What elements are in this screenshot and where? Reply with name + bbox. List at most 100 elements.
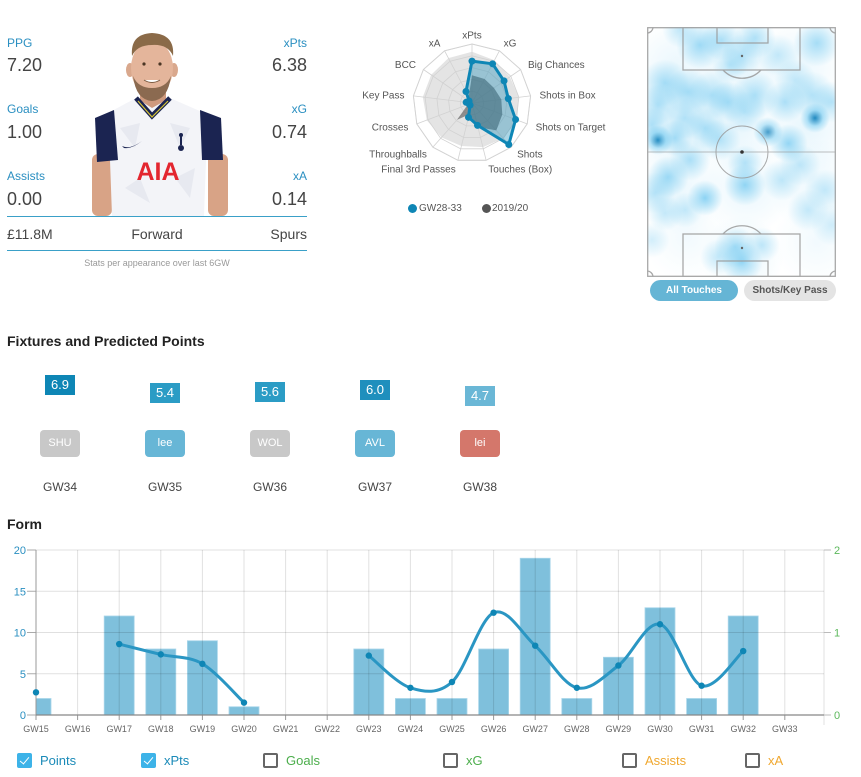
player-price: £11.8M (7, 226, 53, 242)
points-bar[interactable] (21, 698, 52, 716)
x-axis-label: GW23 (356, 724, 382, 734)
checkbox-xpts[interactable] (141, 753, 156, 768)
legend-label-gw28-33[interactable]: GW28-33 (419, 203, 462, 214)
x-axis-label: GW17 (106, 724, 132, 734)
points-bar[interactable] (561, 698, 593, 716)
checkbox-assists[interactable] (622, 753, 637, 768)
points-bar[interactable] (686, 698, 717, 716)
stat-label-goals: Goals (7, 102, 39, 116)
legend-label-xg: xG (466, 753, 483, 768)
legend-toggle-points[interactable]: Points (17, 752, 76, 769)
checkbox-xg[interactable] (443, 753, 458, 768)
xpts-point[interactable] (32, 689, 40, 696)
radar-spoke (413, 95, 473, 104)
legend-toggle-goals[interactable]: Goals (263, 752, 320, 769)
xpts-point[interactable] (490, 609, 497, 616)
xpts-point[interactable] (157, 651, 164, 658)
opponent-badge[interactable]: lee (145, 430, 185, 457)
radar-axis-label: Big Chances (528, 60, 585, 71)
legend-label-xpts: xPts (164, 753, 190, 768)
form-title: Form (7, 516, 42, 532)
radar-point[interactable] (504, 95, 512, 103)
radar-spoke (423, 69, 473, 104)
x-axis-label: GW15 (23, 724, 49, 734)
opponent-badge[interactable]: AVL (355, 430, 395, 457)
xpts-point[interactable] (116, 640, 123, 648)
shots-key-pass-button[interactable]: Shots/Key Pass (744, 280, 836, 301)
stat-value-xg: 0.74 (271, 122, 307, 142)
points-bar[interactable] (353, 648, 385, 715)
points-bar[interactable] (103, 615, 135, 715)
radar-series-2019-20 (457, 75, 503, 131)
points-bar[interactable] (145, 648, 177, 715)
xpts-point[interactable] (199, 660, 206, 668)
all-touches-button[interactable]: All Touches (650, 280, 738, 301)
points-bar[interactable] (436, 698, 468, 716)
stat-value-assists: 0.00 (7, 189, 43, 209)
fixture-gameweek: GW38 (462, 480, 497, 494)
radar-axis-label: xPts (462, 31, 481, 42)
radar-point[interactable] (464, 113, 472, 121)
stat-label-ppg: PPG (7, 36, 33, 50)
radar-axis-label: xG (504, 38, 517, 49)
points-bar[interactable] (478, 648, 510, 715)
fixture-gameweek: GW36 (252, 480, 287, 494)
stat-value-xpts: 6.38 (271, 55, 307, 75)
xpts-point[interactable] (240, 699, 248, 706)
y-axis-label: 5 (20, 669, 26, 681)
radar-point[interactable] (505, 141, 513, 149)
radar-point[interactable] (462, 88, 470, 96)
opponent-badge[interactable]: SHU (40, 430, 80, 457)
points-bar[interactable] (186, 640, 218, 715)
legend-toggle-xpts[interactable]: xPts (141, 752, 189, 769)
x-axis-label: GW33 (772, 724, 798, 734)
fixture-gameweek: GW35 (147, 480, 182, 494)
legend-toggle-xg[interactable]: xG (443, 752, 483, 769)
points-bar[interactable] (394, 698, 426, 716)
radar-axis-label: Throughballs (369, 149, 427, 160)
xpts-point[interactable] (573, 684, 580, 691)
radar-point[interactable] (489, 60, 497, 68)
radar-point[interactable] (465, 97, 473, 105)
x-axis-label: GW30 (647, 724, 673, 734)
stat-value-goals: 1.00 (7, 122, 43, 142)
xpts-point[interactable] (656, 621, 664, 628)
radar-axis-label: Shots on Target (536, 123, 606, 134)
grid (27, 549, 825, 725)
radar-point[interactable] (468, 57, 476, 65)
xpts-point[interactable] (615, 662, 622, 669)
y-axis-label: 15 (14, 586, 26, 598)
legend-toggle-xa[interactable]: xA (745, 752, 783, 769)
checkbox-xa[interactable] (745, 753, 760, 768)
points-bar[interactable] (727, 615, 759, 715)
xpts-line (117, 642, 246, 705)
legend-label-goals: Goals (286, 753, 320, 768)
xpts-point[interactable] (448, 678, 456, 686)
x-axis-label: GW24 (398, 724, 424, 734)
opponent-badge[interactable]: WOL (250, 430, 290, 457)
xpts-point[interactable] (740, 647, 747, 655)
radar-point[interactable] (512, 116, 520, 124)
radar-point[interactable] (500, 77, 508, 85)
checkbox-goals[interactable] (263, 753, 278, 768)
xpts-point[interactable] (365, 652, 372, 659)
checkbox-points[interactable] (17, 753, 32, 768)
legend-toggle-assists[interactable]: Assists (622, 752, 686, 769)
radar-chart: xPts xG Big Chances Shots in Box Shots on Ta… (362, 31, 606, 176)
xpts-point[interactable] (407, 684, 414, 691)
nike-logo-icon (122, 141, 142, 149)
legend-label-xa: xA (768, 753, 784, 768)
opponent-badge[interactable]: lei (460, 430, 500, 457)
club-crest-icon (178, 133, 184, 151)
radar-axis-label: Touches (Box) (488, 165, 552, 176)
points-bar[interactable] (228, 706, 260, 715)
legend-label-2019-20[interactable]: 2019/20 (492, 203, 529, 214)
xpts-point[interactable] (532, 642, 539, 649)
x-axis-label: GW28 (564, 724, 590, 734)
fixture-gameweek: GW37 (357, 480, 392, 494)
x-axis-label: GW22 (314, 724, 340, 734)
xpts-point[interactable] (698, 682, 705, 689)
radar-point[interactable] (474, 121, 482, 129)
x-axis-label: GW26 (481, 724, 507, 734)
